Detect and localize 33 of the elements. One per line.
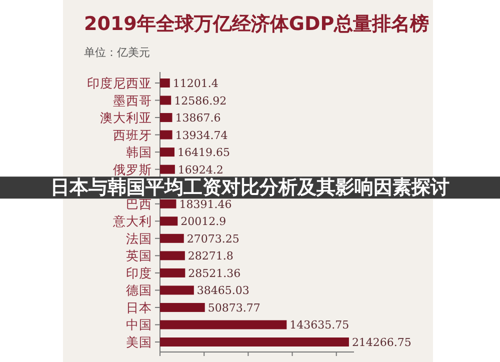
y-tick-label: 英国 <box>126 248 152 264</box>
y-tick-label: 印度尼西亚 <box>87 76 152 90</box>
data-label: 27073.25 <box>186 232 240 246</box>
data-label: 20012.9 <box>180 215 226 228</box>
y-tick-label: 美国 <box>126 334 152 350</box>
y-tick-label: 墨西哥 <box>113 92 152 108</box>
title: 2019年全球万亿经济体GDP总量排名榜 <box>84 13 430 35</box>
y-tick-label: 巴西 <box>126 196 152 212</box>
y-tick-label: 法国 <box>126 230 152 246</box>
y-tick-label: 德国 <box>126 282 152 298</box>
subtitle: 单位：亿美元 <box>84 46 150 59</box>
data-label: 28521.36 <box>188 266 241 280</box>
data-label: 38465.03 <box>196 284 250 298</box>
data-label: 12586.92 <box>174 94 227 108</box>
data-label: 18391.46 <box>179 198 232 211</box>
y-tick-label: 印度 <box>126 265 152 280</box>
y-tick-label: 韩国 <box>126 144 152 160</box>
data-label: 11201.4 <box>172 77 218 90</box>
y-tick-label: 澳大利亚 <box>100 110 152 126</box>
data-label: 16419.65 <box>177 146 230 160</box>
y-tick-label: 西班牙 <box>113 127 152 142</box>
y-tick-label: 意大利 <box>112 214 152 229</box>
data-label: 13934.74 <box>175 128 228 142</box>
y-tick-label: 中国 <box>126 317 152 332</box>
data-label: 16924.2 <box>178 163 224 176</box>
data-label: 214266.75 <box>352 336 412 349</box>
y-tick-label: 日本 <box>126 300 152 315</box>
data-label: 143635.75 <box>290 318 350 332</box>
y-tick-label: 俄罗斯 <box>113 162 152 177</box>
data-label: 50873.77 <box>208 301 260 314</box>
data-label: 28271.8 <box>188 250 234 263</box>
data-label: 13867.6 <box>175 112 221 125</box>
annotation: 日本与韩国平均工资对比分析及其影响因素探讨 <box>50 176 450 199</box>
